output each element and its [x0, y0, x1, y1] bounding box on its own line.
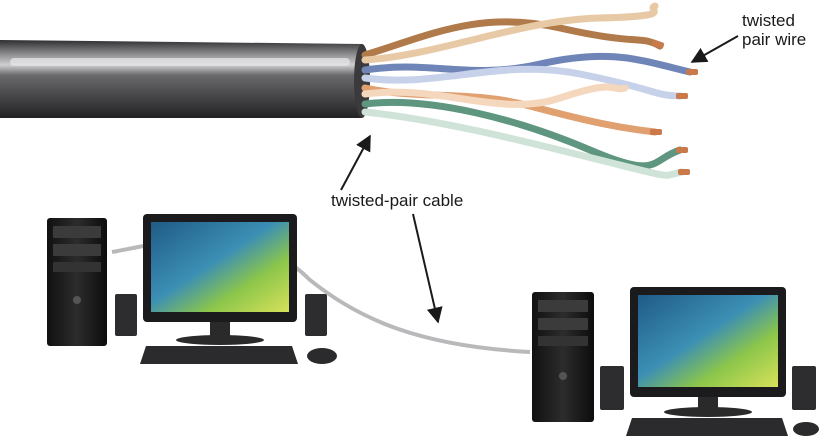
twisted-pair-wire-label-line2: pair wire — [742, 30, 807, 49]
desktop-computer-icon — [532, 287, 819, 436]
keyboard-icon — [626, 418, 788, 436]
arrow-icon — [412, 213, 443, 324]
arrow-icon — [340, 134, 371, 191]
tower-case-icon — [532, 292, 594, 422]
monitor-icon — [143, 214, 297, 345]
twisted-pair-cable-label: twisted-pair cable — [331, 191, 464, 210]
speaker-icon — [305, 294, 327, 336]
arrow-icon — [690, 35, 739, 63]
speaker-icon — [115, 294, 137, 336]
mouse-icon — [793, 422, 819, 436]
monitor-icon — [630, 287, 786, 417]
speaker-icon — [792, 366, 816, 410]
mouse-icon — [307, 348, 337, 364]
tower-case-icon — [47, 218, 107, 346]
speaker-icon — [600, 366, 624, 410]
twisted-pair-wire-label: twisted pair wire — [742, 11, 806, 49]
keyboard-icon — [140, 346, 298, 364]
copper-conductor-tips — [650, 39, 698, 175]
desktop-computer-icon — [47, 214, 337, 364]
cable-icon — [0, 40, 370, 118]
twisted-pair-wire-label-line1: twisted — [742, 11, 795, 30]
twisted-wire-pairs-icon — [361, 2, 694, 179]
